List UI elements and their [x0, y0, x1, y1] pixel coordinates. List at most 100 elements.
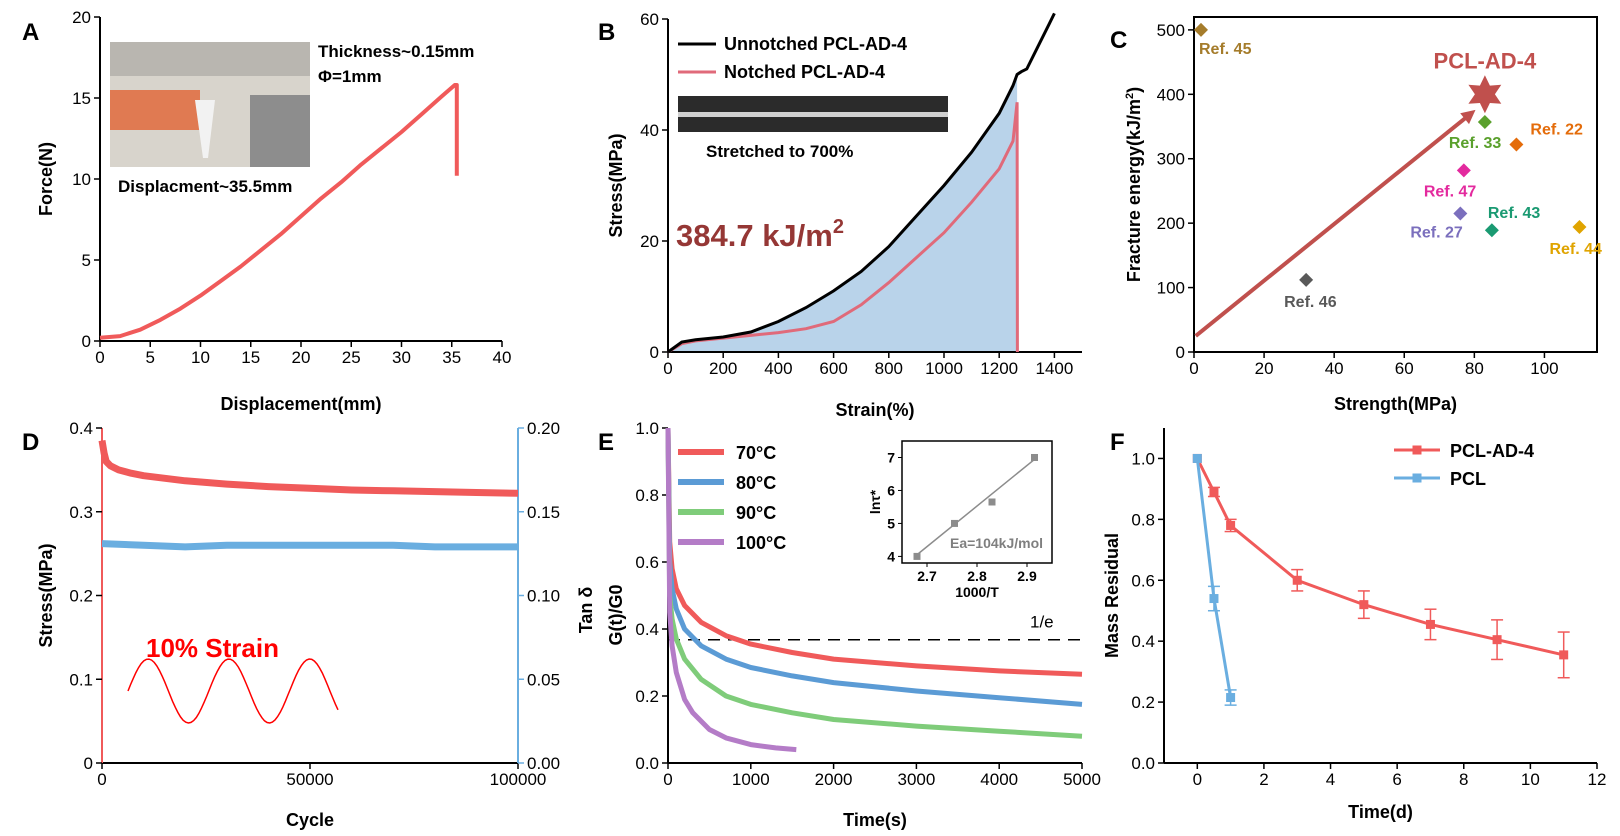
- panel-c-label: C: [1110, 27, 1127, 54]
- panel-e-legend-label: 80°C: [736, 473, 776, 493]
- panel-b-xtick-label: 600: [819, 359, 847, 378]
- panel-c-xtick-label: 100: [1530, 359, 1558, 378]
- panel-a-ytick-label: 0: [82, 332, 91, 351]
- panel-d-ylabel: Stress(MPa): [36, 543, 56, 647]
- panel-b-ylabel: Stress(MPa): [606, 133, 626, 237]
- panel-b-xtick-label: 200: [709, 359, 737, 378]
- panel-e-inset: 2.7 2.8 2.9 4 5 6 7 1000/T lnτ* Ea=104kJ/mol: [867, 440, 1053, 600]
- panel-c-point: [1477, 115, 1492, 130]
- panel-c-point: [1456, 163, 1471, 178]
- panel-f-point: [1292, 575, 1302, 585]
- panel-e-ytick-label: 0.0: [635, 754, 659, 773]
- panel-c-ytick-label: 500: [1157, 21, 1185, 40]
- panel-a-ytick-label: 5: [82, 251, 91, 270]
- panel-f-xlabel: Time(d): [1348, 802, 1413, 822]
- panel-e-ytick-label: 0.6: [635, 553, 659, 572]
- photo-orange-part: [110, 90, 200, 130]
- panel-f-xtick-label: 8: [1459, 770, 1468, 789]
- panel-e-ylabel: G(t)/G0: [606, 585, 626, 646]
- panel-b-legend-label: Unnotched PCL-AD-4: [724, 34, 907, 54]
- panel-e-legend-label: 100°C: [736, 533, 786, 553]
- panel-a-series-line: [99, 83, 459, 340]
- panel-e-xtick-label: 2000: [815, 770, 853, 789]
- energy-value: 384.7 kJ/m: [676, 218, 833, 253]
- panel-d-series-tandelta: [101, 540, 518, 551]
- panel-d-ytick-right-label: 0.20: [527, 419, 560, 438]
- panel-f-xtick-label: 6: [1392, 770, 1401, 789]
- inset-point: [988, 498, 996, 506]
- panel-c-ytick-label: 300: [1157, 150, 1185, 169]
- panel-c-ylabel-end: ): [1124, 87, 1144, 93]
- panel-c-xtick-label: 0: [1189, 359, 1198, 378]
- panel-f-ytick-label: 1.0: [1131, 449, 1155, 468]
- panel-f-series-line: [1195, 457, 1565, 657]
- panel-e-series-line: [665, 427, 797, 753]
- panel-e-xtick-label: 3000: [897, 770, 935, 789]
- panel-c-point-label: Ref. 46: [1284, 294, 1337, 311]
- inset-point: [913, 552, 921, 560]
- panel-a-xlabel: Displacement(mm): [220, 394, 381, 414]
- panel-f-point: [1209, 594, 1219, 604]
- panel-f-ylabel: Mass Residual: [1102, 533, 1122, 658]
- panel-c-highlight-star: [1468, 75, 1502, 114]
- panel-c-xtick-label: 80: [1465, 359, 1484, 378]
- photo-metal-post: [250, 95, 310, 167]
- panel-d-ytick-label: 0.4: [69, 419, 93, 438]
- panel-e-label: E: [598, 429, 614, 456]
- panel-a-xtick-label: 20: [292, 348, 311, 367]
- panel-b-series-line-unnotched: [667, 12, 1056, 354]
- panel-c-point-label: Ref. 45: [1199, 41, 1252, 58]
- inset-point: [1031, 453, 1038, 461]
- inset-ytick-label: 4: [887, 548, 895, 564]
- panel-d-ytick-label: 0.1: [69, 670, 93, 689]
- panel-f-ytick-label: 0.6: [1131, 571, 1155, 590]
- panel-a-xtick-label: 0: [95, 348, 104, 367]
- panel-e: E 0 1000 2000 3000 4000 5000 0.0 0.2 0.4 0.6 0.8 1.0…: [598, 419, 1101, 830]
- panel-c-highlight-label: PCL-AD-4: [1434, 48, 1537, 73]
- panel-e-ytick-label: 0.4: [635, 620, 659, 639]
- panel-d: D 0 50000 100000 0 0.1 0.2 0.3 0.4 0.00 0.05 0.10 0.…: [22, 419, 596, 830]
- panel-b-xtick-label: 400: [764, 359, 792, 378]
- inset-ytick-label: 6: [887, 482, 895, 498]
- panel-a-ytick-label: 10: [72, 170, 91, 189]
- photo-film-cone: [195, 100, 215, 158]
- panel-f-xtick-label: 4: [1326, 770, 1335, 789]
- panel-e-xtick-label: 5000: [1063, 770, 1101, 789]
- inset-xtick-label: 2.7: [917, 568, 937, 584]
- panel-a-label: A: [22, 19, 39, 46]
- panel-a-annotation: Displacment~35.5mm: [118, 177, 292, 196]
- panel-e-ytick-label: 1.0: [635, 419, 659, 438]
- panel-b-xtick-label: 1200: [980, 359, 1018, 378]
- panel-f-ytick-label: 0.8: [1131, 510, 1155, 529]
- inset-fit-line: [916, 457, 1037, 556]
- panel-b-xtick-label: 1400: [1035, 359, 1073, 378]
- panel-a-xtick-label: 15: [241, 348, 260, 367]
- panel-c-arrow-head: [1460, 109, 1476, 125]
- panel-f-xtick-label: 2: [1259, 770, 1268, 789]
- panel-b-label: B: [598, 19, 615, 46]
- panel-a-xtick-label: 10: [191, 348, 210, 367]
- inset-xlabel: 1000/T: [955, 584, 999, 600]
- panel-a-xtick-label: 25: [342, 348, 361, 367]
- panel-c-point-label: Ref. 33: [1449, 135, 1502, 152]
- panel-b-ytick-label: 0: [650, 343, 659, 362]
- panel-d-ytick-label: 0.3: [69, 503, 93, 522]
- panel-b-legend-label: Notched PCL-AD-4: [724, 62, 885, 82]
- panel-a-annotation: Φ=1mm: [318, 67, 382, 86]
- panel-d-strain-wave-icon: [127, 658, 339, 724]
- panel-f-xtick-label: 12: [1588, 770, 1607, 789]
- panel-c-xlabel: Strength(MPa): [1334, 394, 1457, 414]
- panel-a-annotation: Thickness~0.15mm: [318, 42, 474, 61]
- panel-d-annotation: 10% Strain: [146, 633, 279, 663]
- inset-ylabel: lnτ*: [867, 489, 883, 514]
- inset-point: [951, 519, 958, 527]
- panel-b: B 0 200 400 600 800 1000 1200 1400 0 20 40 60 Strain(…: [598, 10, 1082, 420]
- panel-e-legend-label: 70°C: [736, 443, 776, 463]
- panel-c-point: [1299, 272, 1314, 287]
- panel-f-point: [1425, 619, 1435, 629]
- panel-c-frame: [1193, 16, 1598, 353]
- panel-d-label: D: [22, 429, 39, 456]
- panel-b-energy-area: [668, 74, 1018, 352]
- panel-f-point: [1492, 635, 1502, 645]
- panel-a-photo-inset: [110, 42, 310, 167]
